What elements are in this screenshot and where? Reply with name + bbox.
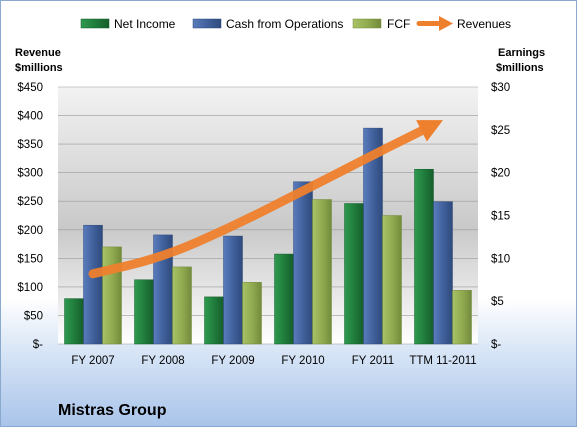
legend-label-revenues: Revenues bbox=[457, 17, 511, 31]
bar-fcf bbox=[102, 246, 122, 345]
bar-fcf bbox=[172, 266, 192, 345]
left-tick-label: $150 bbox=[17, 253, 43, 265]
right-axis-title-line2: $millions bbox=[496, 62, 544, 74]
left-tick-label: $200 bbox=[17, 225, 43, 237]
bar-fcf bbox=[312, 199, 332, 345]
bar-net-income bbox=[134, 279, 154, 345]
left-tick-label: $350 bbox=[17, 139, 43, 151]
left-tick-label: $450 bbox=[17, 82, 43, 94]
right-tick-label: $25 bbox=[491, 125, 510, 137]
right-tick-label: $10 bbox=[491, 253, 510, 265]
left-tick-label: $250 bbox=[17, 196, 43, 208]
left-tick-label: $- bbox=[33, 339, 43, 351]
legend-label-cash-from-operations: Cash from Operations bbox=[226, 17, 343, 31]
left-tick-label: $50 bbox=[24, 310, 43, 322]
company-name: Mistras Group bbox=[58, 402, 167, 419]
category-label: FY 2008 bbox=[141, 355, 184, 367]
legend-swatch-cash-from-operations bbox=[192, 18, 222, 29]
bar-cash-from-operations bbox=[293, 181, 313, 345]
revenues-arrowhead bbox=[416, 120, 443, 142]
bar-net-income bbox=[414, 168, 434, 345]
right-tick-label: $20 bbox=[491, 168, 510, 180]
bar-fcf bbox=[242, 282, 262, 345]
revenues-arrow bbox=[88, 120, 443, 279]
category-label: FY 2009 bbox=[211, 355, 254, 367]
category-label: FY 2010 bbox=[281, 355, 324, 367]
bar-fcf bbox=[452, 290, 472, 345]
legend-label-fcf: FCF bbox=[387, 17, 410, 31]
revenues-line bbox=[88, 126, 427, 279]
right-tick-label: $5 bbox=[491, 296, 504, 308]
left-axis-title-line1: Revenue bbox=[15, 47, 61, 59]
gridlines bbox=[58, 86, 478, 345]
right-tick-label: $- bbox=[491, 339, 501, 351]
legend: Net Income Cash from Operations FCF Reve… bbox=[80, 16, 511, 31]
bar-fcf bbox=[382, 215, 402, 345]
legend-swatch-revenues bbox=[416, 16, 453, 31]
bar-net-income bbox=[64, 298, 84, 345]
category-label: TTM 11-2011 bbox=[409, 355, 476, 367]
right-tick-label: $15 bbox=[491, 211, 510, 223]
left-axis-ticks: $- $50 $100 $150 $200 $250 $300 $350 $400 $450 bbox=[17, 82, 43, 351]
left-tick-label: $100 bbox=[17, 282, 43, 294]
category-label: FY 2011 bbox=[352, 355, 394, 367]
left-axis-title-line2: $millions bbox=[15, 62, 63, 74]
bar-net-income bbox=[204, 296, 224, 345]
right-axis-ticks: $- $5 $10 $15 $20 $25 $30 bbox=[491, 82, 510, 351]
plot-area bbox=[58, 87, 478, 344]
category-labels: FY 2007 FY 2008 FY 2009 FY 2010 FY 2011 TTM 1… bbox=[71, 355, 476, 367]
right-tick-label: $30 bbox=[491, 82, 510, 94]
legend-label-net-income: Net Income bbox=[114, 17, 176, 31]
left-tick-label: $400 bbox=[17, 111, 43, 123]
legend-swatch-fcf bbox=[352, 18, 382, 29]
bar-net-income bbox=[274, 253, 294, 345]
bar-net-income bbox=[344, 203, 364, 345]
bar-cash-from-operations bbox=[433, 201, 453, 345]
right-axis-title-line1: Earnings bbox=[498, 47, 545, 59]
category-label: FY 2007 bbox=[71, 355, 114, 367]
bar-cash-from-operations bbox=[83, 224, 103, 345]
legend-swatch-net-income bbox=[80, 18, 110, 29]
bars bbox=[64, 127, 472, 345]
left-tick-label: $300 bbox=[17, 168, 43, 180]
bar-cash-from-operations bbox=[223, 235, 243, 345]
